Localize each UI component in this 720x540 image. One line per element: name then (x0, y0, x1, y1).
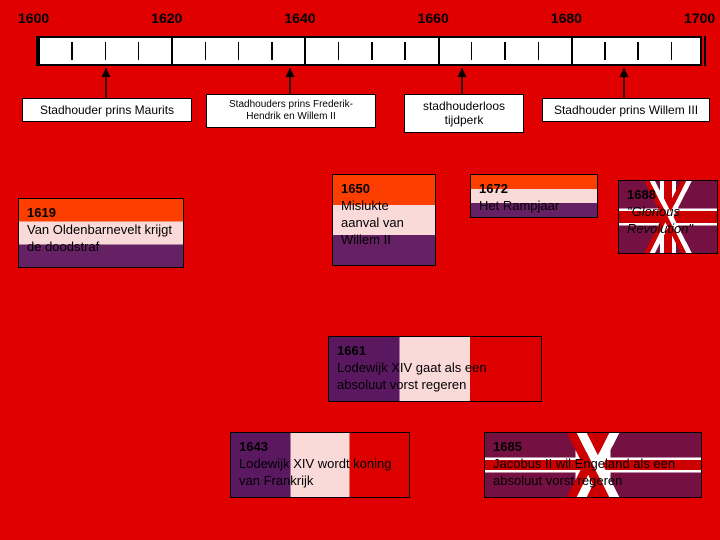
event-desc: Jacobus II wil Engeland als een absoluut… (493, 456, 693, 490)
year-label-1640: 1640 (284, 10, 315, 26)
period-label: Stadhouders prins Frederik-Hendrik en Wi… (229, 99, 353, 122)
event-desc: Lodewijk XIV gaat als een absoluut vorst… (337, 360, 533, 394)
tick (504, 42, 506, 60)
period-willem3: Stadhouder prins Willem III (542, 98, 710, 122)
tick (138, 42, 140, 60)
year-label-1660: 1660 (418, 10, 449, 26)
tick (71, 42, 73, 60)
tick (371, 42, 373, 60)
event-desc: "Glorious Revolution" (627, 204, 709, 238)
tick (438, 36, 440, 66)
event-year: 1688 (627, 187, 709, 204)
event-desc: Van Oldenbarnevelt krijgt de doodstraf (27, 222, 175, 256)
period-maurits: Stadhouder prins Maurits (22, 98, 192, 122)
event-desc: Mislukte aanval van Willem II (341, 198, 427, 249)
tick (304, 36, 306, 66)
event-1619: 1619 Van Oldenbarnevelt krijgt de doodst… (18, 198, 184, 268)
tick (637, 42, 639, 60)
year-label-1600: 1600 (18, 10, 49, 26)
tick (671, 42, 673, 60)
period-label-l1: stadhouderloos (423, 99, 505, 113)
event-1688: 1688 "Glorious Revolution" (618, 180, 718, 254)
event-year: 1643 (239, 439, 401, 456)
tick (38, 36, 40, 66)
event-year: 1650 (341, 181, 427, 198)
event-1650: 1650 Mislukte aanval van Willem II (332, 174, 436, 266)
period-label-l2: tijdperk (445, 113, 484, 127)
period-label: Stadhouder prins Maurits (40, 103, 174, 117)
period-label: Stadhouder prins Willem III (554, 103, 698, 117)
event-year: 1672 (479, 181, 589, 198)
year-label-1680: 1680 (551, 10, 582, 26)
event-year: 1619 (27, 205, 175, 222)
event-desc: Het Rampjaar (479, 198, 589, 215)
tick (471, 42, 473, 60)
tick (404, 42, 406, 60)
event-desc: Lodewijk XIV wordt koning van Frankrijk (239, 456, 401, 490)
tick (238, 42, 240, 60)
event-year: 1661 (337, 343, 533, 360)
period-frederik: Stadhouders prins Frederik-Hendrik en Wi… (206, 94, 376, 128)
timeline-bar (36, 36, 702, 66)
event-1685: 1685 Jacobus II wil Engeland als een abs… (484, 432, 702, 498)
event-year: 1685 (493, 439, 693, 456)
event-1661: 1661 Lodewijk XIV gaat als een absoluut … (328, 336, 542, 402)
year-label-1700: 1700 (684, 10, 715, 26)
tick (105, 42, 107, 60)
tick (571, 36, 573, 66)
event-1672: 1672 Het Rampjaar (470, 174, 598, 218)
period-stadhouderloos: stadhouderloos tijdperk (404, 94, 524, 133)
tick (604, 42, 606, 60)
tick (704, 36, 706, 66)
event-1643: 1643 Lodewijk XIV wordt koning van Frank… (230, 432, 410, 498)
tick (538, 42, 540, 60)
tick (338, 42, 340, 60)
year-label-1620: 1620 (151, 10, 182, 26)
tick (171, 36, 173, 66)
tick (205, 42, 207, 60)
tick (271, 42, 273, 60)
